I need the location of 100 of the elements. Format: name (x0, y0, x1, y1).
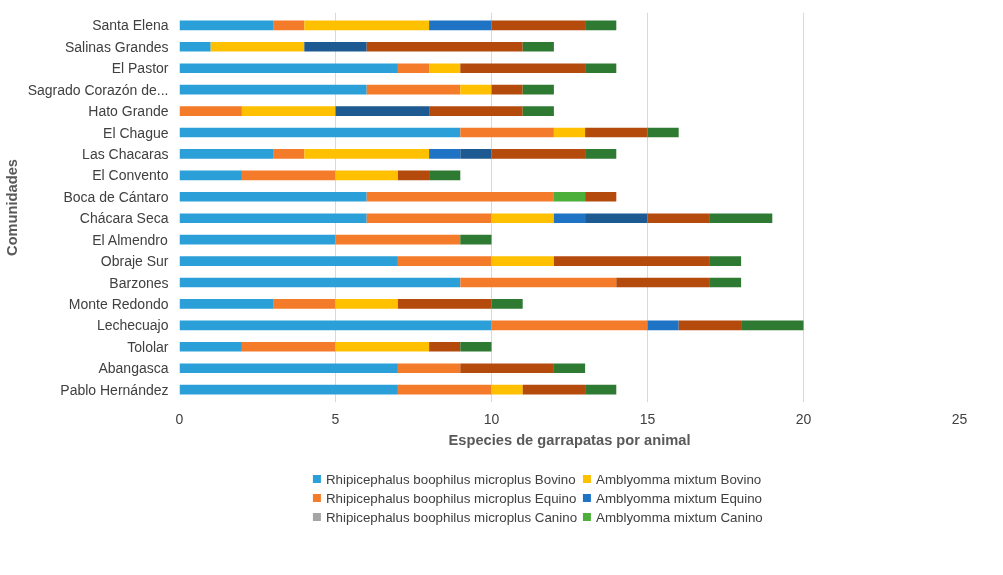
bar (553, 191, 586, 202)
bar (241, 106, 336, 116)
y-tick-label: El Pastor (111, 60, 169, 77)
bar (709, 256, 742, 266)
bar (585, 127, 648, 138)
legend-label: Amblyomma mixtum Canino (596, 509, 764, 524)
bar (304, 20, 430, 31)
bar (429, 106, 523, 116)
bar (397, 363, 461, 374)
bar (460, 277, 617, 288)
bar (429, 170, 461, 181)
bar (179, 384, 398, 395)
bar (522, 84, 554, 95)
bar (241, 341, 336, 352)
y-tick-label: Boca de Cántaro (63, 188, 169, 205)
bar (553, 363, 586, 374)
bar (491, 149, 586, 159)
bar (491, 84, 523, 95)
bar (179, 234, 336, 245)
bar (273, 149, 305, 159)
bar (678, 320, 742, 331)
bar (585, 213, 648, 224)
y-tick-label: Tololar (127, 338, 169, 355)
y-tick-label: Monte Redondo (68, 295, 169, 312)
bar (491, 299, 523, 309)
y-tick-label: Abangasca (98, 360, 169, 377)
bar (179, 277, 461, 288)
bar (335, 170, 398, 181)
bar (179, 127, 461, 138)
bar (647, 213, 710, 224)
bar (397, 63, 430, 74)
y-tick-label: El Convento (92, 167, 169, 184)
x-tick-label: 10 (483, 410, 500, 427)
y-tick-label: El Almendro (92, 231, 168, 248)
y-tick-label: Pablo Hernández (60, 381, 169, 398)
bar (585, 384, 617, 395)
bar (397, 256, 492, 266)
legend-label: Rhipicephalus boophilus microplus Equino (325, 490, 577, 505)
x-tick-label: 20 (795, 410, 812, 427)
bar (647, 127, 679, 138)
bar (553, 256, 710, 266)
legend-label: Amblyomma mixtum Equino (596, 490, 763, 505)
y-tick-label: Lechecuajo (96, 317, 169, 334)
bar (429, 20, 492, 31)
bar (179, 320, 492, 331)
y-axis-title: Comunidades (3, 159, 20, 256)
y-tick-label: El Chague (103, 124, 169, 141)
y-tick-label: Salinas Grandes (65, 38, 169, 55)
bar (366, 213, 492, 224)
x-tick-label: 25 (951, 410, 968, 427)
legend-label: Amblyomma mixtum Bovino (596, 471, 763, 486)
y-tick-label: Santa Elena (92, 17, 169, 34)
bar (460, 127, 554, 138)
bar (397, 299, 492, 309)
bar (553, 127, 586, 138)
bar (397, 170, 430, 181)
bar (179, 41, 211, 52)
bar (460, 149, 492, 159)
bar (491, 20, 586, 31)
bar (429, 341, 461, 352)
bar (460, 363, 554, 374)
bar (335, 341, 430, 352)
y-tick-label: Chácara Seca (79, 210, 169, 227)
bar (585, 63, 617, 74)
bar (616, 277, 710, 288)
bar (647, 320, 679, 331)
bar (460, 84, 492, 95)
y-tick-label: Obraje Sur (100, 253, 169, 270)
bar (585, 191, 617, 202)
bar (179, 84, 367, 95)
bar (491, 256, 554, 266)
bar (210, 41, 305, 52)
bar (179, 363, 398, 374)
bar (460, 341, 492, 352)
legend-label: Rhipicephalus boophilus microplus Canino (325, 509, 578, 524)
bar (179, 170, 242, 181)
bar (273, 20, 305, 31)
x-tick-label: 0 (175, 410, 184, 427)
x-tick-label: 15 (639, 410, 656, 427)
bar (709, 213, 773, 224)
bar (241, 170, 336, 181)
bar (335, 299, 398, 309)
bar (179, 149, 274, 159)
bar (179, 341, 242, 352)
bar (522, 384, 586, 395)
bar (429, 63, 461, 74)
bar (429, 149, 461, 159)
bar (366, 191, 554, 202)
y-tick-label: Sagrado Corazón de... (27, 81, 169, 98)
bar (491, 384, 523, 395)
bar (460, 234, 492, 245)
y-tick-label: Las Chacaras (82, 145, 169, 162)
bar (491, 213, 554, 224)
bar (491, 320, 648, 331)
x-tick-label: 5 (331, 410, 340, 427)
x-axis-title: Especies de garrapatas por animal (448, 431, 691, 448)
bar (179, 106, 242, 116)
bar (585, 20, 617, 31)
bar (179, 299, 274, 309)
bar (335, 106, 430, 116)
